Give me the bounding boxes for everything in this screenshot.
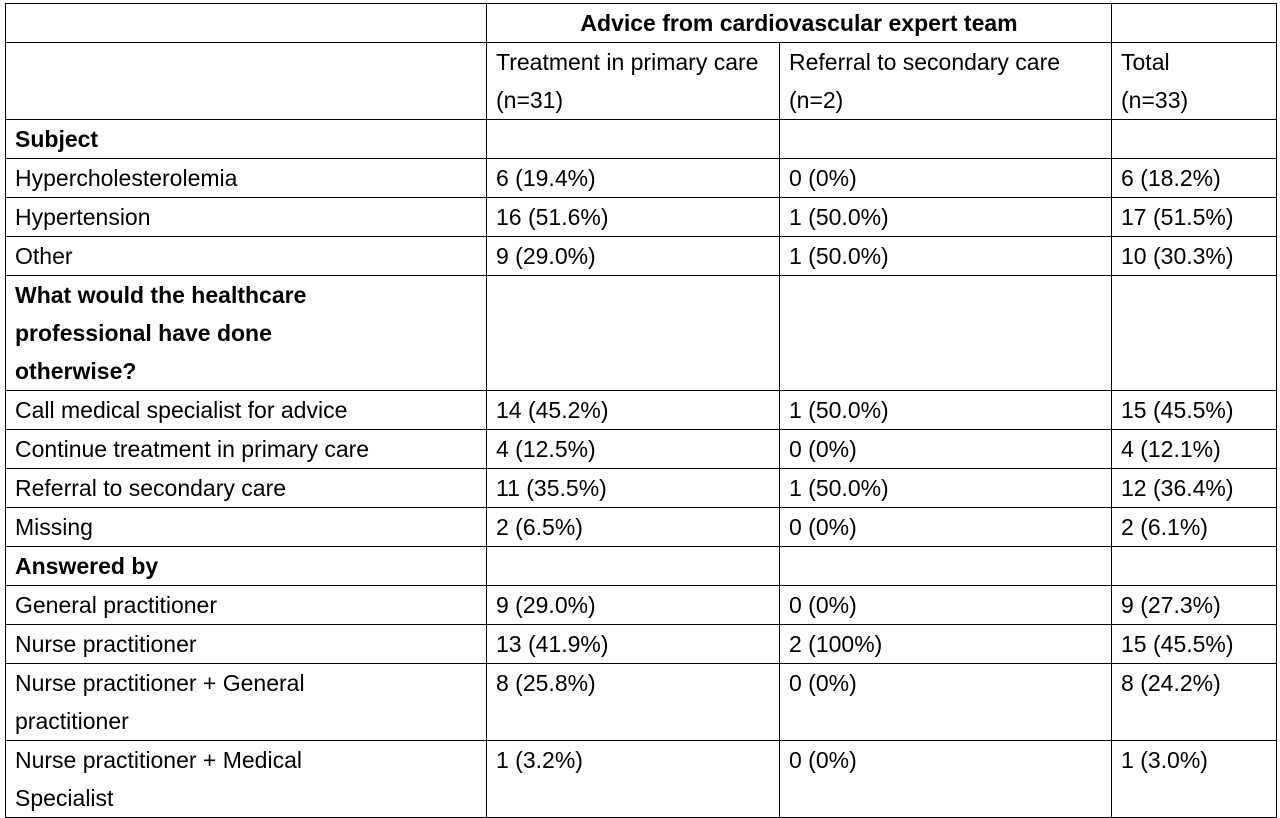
value-primary-care: 2 (6.5%) <box>486 507 780 547</box>
value-secondary-care: 1 (50.0%) <box>778 468 1113 508</box>
empty-cell <box>778 275 1113 391</box>
section-row: Answered by <box>5 546 1278 586</box>
value-secondary-care: 1 (50.0%) <box>778 236 1113 276</box>
table-row: Other 9 (29.0%) 1 (50.0%) 10 (30.3%) <box>5 236 1278 276</box>
value-secondary-care: 0 (0%) <box>778 507 1113 547</box>
section-row: Subject <box>5 119 1278 159</box>
row-label: Hypertension <box>5 197 487 237</box>
table-row: Nurse practitioner 13 (41.9%) 2 (100%) 15 (… <box>5 624 1278 664</box>
empty-cell <box>486 119 780 159</box>
row-label: Continue treatment in primary care <box>5 429 487 469</box>
empty-header-cell <box>1111 3 1278 43</box>
section-label: Subject <box>5 119 487 159</box>
value-secondary-care: 0 (0%) <box>778 158 1113 198</box>
table-row: Nurse practitioner + Medical Specialist 1… <box>5 740 1278 818</box>
value-primary-care: 14 (45.2%) <box>486 390 780 430</box>
row-label: General practitioner <box>5 585 487 625</box>
table-row: Call medical specialist for advice 14 (45… <box>5 390 1278 430</box>
column-header-secondary-care: Referral to secondary care (n=2) <box>778 42 1113 120</box>
value-total: 1 (3.0%) <box>1111 740 1278 818</box>
value-total: 12 (36.4%) <box>1111 468 1278 508</box>
value-total: 17 (51.5%) <box>1111 197 1278 237</box>
value-primary-care: 9 (29.0%) <box>486 585 780 625</box>
value-secondary-care: 0 (0%) <box>778 740 1113 818</box>
group-header: Advice from cardiovascular expert team <box>485 3 1113 43</box>
row-label: Other <box>5 236 487 276</box>
table-row: Referral to secondary care 11 (35.5%) 1 (5… <box>5 468 1278 508</box>
value-secondary-care: 1 (50.0%) <box>778 390 1113 430</box>
value-total: 15 (45.5%) <box>1111 624 1278 664</box>
row-label: Missing <box>5 507 487 547</box>
column-header-primary-care: Treatment in primary care (n=31) <box>486 42 780 120</box>
empty-cell <box>778 546 1113 586</box>
empty-cell <box>778 119 1113 159</box>
value-primary-care: 8 (25.8%) <box>486 663 780 741</box>
column-header-row: Treatment in primary care (n=31) Referra… <box>5 42 1278 120</box>
table-row: Hypertension 16 (51.6%) 1 (50.0%) 17 (51.5%… <box>5 197 1278 237</box>
value-secondary-care: 0 (0%) <box>778 585 1113 625</box>
row-label: Hypercholesterolemia <box>5 158 487 198</box>
empty-cell <box>486 275 780 391</box>
row-label: Nurse practitioner <box>5 624 487 664</box>
value-total: 4 (12.1%) <box>1111 429 1278 469</box>
empty-corner-cell <box>5 3 487 43</box>
value-primary-care: 16 (51.6%) <box>486 197 780 237</box>
empty-cell <box>1111 275 1278 391</box>
row-label: Nurse practitioner + General practitione… <box>5 663 487 741</box>
results-table: Advice from cardiovascular expert team T… <box>5 3 1278 818</box>
section-label: Answered by <box>5 546 487 586</box>
row-label: Nurse practitioner + Medical Specialist <box>5 740 487 818</box>
row-label: Referral to secondary care <box>5 468 487 508</box>
value-secondary-care: 0 (0%) <box>778 429 1113 469</box>
table-row: Nurse practitioner + General practitione… <box>5 663 1278 741</box>
value-secondary-care: 2 (100%) <box>778 624 1113 664</box>
table-row: Missing 2 (6.5%) 0 (0%) 2 (6.1%) <box>5 507 1278 547</box>
value-total: 9 (27.3%) <box>1111 585 1278 625</box>
value-total: 8 (24.2%) <box>1111 663 1278 741</box>
value-secondary-care: 1 (50.0%) <box>778 197 1113 237</box>
value-total: 6 (18.2%) <box>1111 158 1278 198</box>
empty-corner-cell <box>5 42 487 120</box>
row-label: Call medical specialist for advice <box>5 390 487 430</box>
value-primary-care: 4 (12.5%) <box>486 429 780 469</box>
column-header-total: Total (n=33) <box>1111 42 1278 120</box>
section-label: What would the healthcare professional h… <box>5 275 487 391</box>
value-total: 15 (45.5%) <box>1111 390 1278 430</box>
value-primary-care: 11 (35.5%) <box>486 468 780 508</box>
value-primary-care: 6 (19.4%) <box>486 158 780 198</box>
empty-cell <box>1111 119 1278 159</box>
value-primary-care: 1 (3.2%) <box>486 740 780 818</box>
table-row: Continue treatment in primary care 4 (12.… <box>5 429 1278 469</box>
empty-cell <box>1111 546 1278 586</box>
value-primary-care: 9 (29.0%) <box>486 236 780 276</box>
table-row: General practitioner 9 (29.0%) 0 (0%) 9 (27… <box>5 585 1278 625</box>
value-total: 2 (6.1%) <box>1111 507 1278 547</box>
empty-cell <box>486 546 780 586</box>
table-row: Hypercholesterolemia 6 (19.4%) 0 (0%) 6 (18… <box>5 158 1278 198</box>
section-row: What would the healthcare professional h… <box>5 275 1278 391</box>
value-secondary-care: 0 (0%) <box>778 663 1113 741</box>
value-total: 10 (30.3%) <box>1111 236 1278 276</box>
value-primary-care: 13 (41.9%) <box>486 624 780 664</box>
group-header-row: Advice from cardiovascular expert team <box>5 3 1278 43</box>
